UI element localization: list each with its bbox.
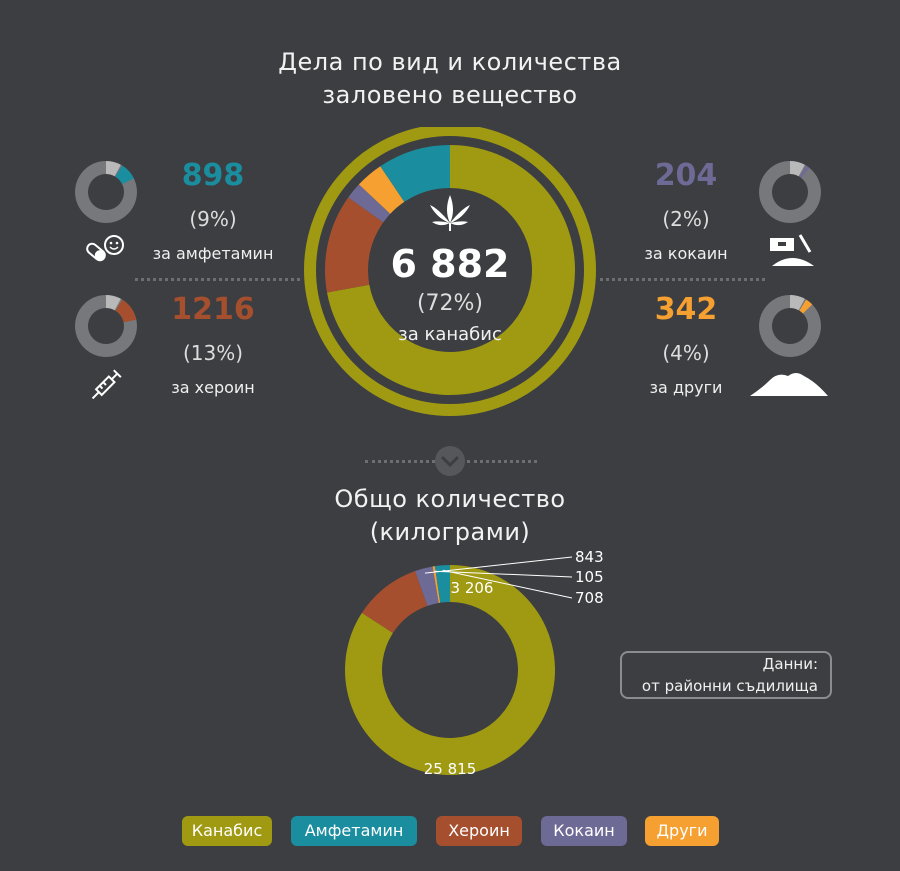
main-donut-chart [304,127,596,416]
note-line2: от районни съдилища [641,677,818,695]
total-slice-cannabis [345,565,555,775]
divider-mid-left [365,460,435,463]
center-value: 6 882 [390,242,510,286]
razor-powder-icon [770,234,814,266]
divider-right [600,278,765,281]
mini-heroin-highlight [115,299,137,323]
cannabis-icon [430,195,470,231]
total-callout-line-amphetamine [442,569,573,599]
main-slice-heroin [325,197,384,293]
total-donut-chart: 25 815 3 206 843 105 708 [345,548,604,778]
cocaine-mini-donut [758,161,821,223]
other-mini-donut [758,295,821,357]
mini-cocaine-base [758,161,821,223]
cocaine-value: 204 [654,158,718,193]
total-label-amphetamine: 708 [575,589,604,607]
main-donut-segments [325,145,575,395]
legend-amphetamine: Амфетамин [291,816,417,846]
center-pct: (72%) [416,291,484,316]
syringe-icon [91,369,122,400]
legend-cannabis: Канабис [182,816,272,846]
total-callout-line-other [434,570,573,578]
heroin-value: 1216 [171,292,255,327]
note-line1: Данни: [762,655,818,673]
data-source-note: Данни: от районни съдилища [620,651,832,699]
legend-heroin: Хероин [436,816,522,846]
cocaine-label: за кокаин [644,244,728,263]
mini-heroin-light [106,295,121,311]
total-slice-other [432,566,441,603]
mini-other-highlight [799,299,813,314]
main-slice-cannabis [327,145,575,395]
other-pct: (4%) [662,341,710,365]
powder-pile-icon [750,373,828,396]
total-label-cocaine: 843 [575,548,604,566]
main-slice-amphetamine [380,145,450,202]
legend-other: Други [645,816,719,846]
total-callout-line-cocaine [424,556,573,574]
total-label-cannabis: 25 815 [424,760,477,778]
cocaine-pct: (2%) [662,207,710,231]
total-donut-segments [345,565,555,775]
mini-amph-highlight [115,165,134,185]
heroin-label: за хероин [171,378,255,397]
amphetamine-mini-donut [74,161,137,223]
total-slice-amphetamine [434,565,450,603]
heroin-pct: (13%) [182,341,244,365]
total-slice-heroin [361,570,428,634]
amphetamine-label: за амфетамин [152,244,274,263]
other-value: 342 [654,292,718,327]
center-label: за канабис [398,324,502,345]
main-outer-ring [304,127,596,416]
main-slice-cocaine [348,184,391,223]
total-slice-cocaine [415,566,439,606]
divider-mid-right [467,460,537,463]
amphetamine-pct: (9%) [189,207,237,231]
legend-cocaine: Кокаин [541,816,627,846]
heroin-mini-donut [74,295,137,357]
section2-title-line1: Общо количество [334,485,566,513]
amphetamine-value: 898 [181,158,245,193]
main-slice-other [358,166,405,214]
divider-left [135,278,300,281]
total-donut-callouts: 25 815 3 206 843 105 708 [424,548,604,778]
chevron-down-icon[interactable] [434,445,466,477]
main-title-line2: заловено вещество [322,81,578,109]
total-label-heroin: 3 206 [451,579,494,597]
mini-other-light [790,295,805,311]
other-label: за други [649,378,723,397]
pills-icon [86,235,124,262]
mini-amph-light [106,161,121,177]
total-label-other: 105 [575,568,604,586]
mini-cocaine-light [790,161,805,177]
section2-title-line2: (килограми) [369,518,531,546]
main-title-line1: Дела по вид и количества [278,48,622,76]
mini-cocaine-highlight [799,165,810,178]
